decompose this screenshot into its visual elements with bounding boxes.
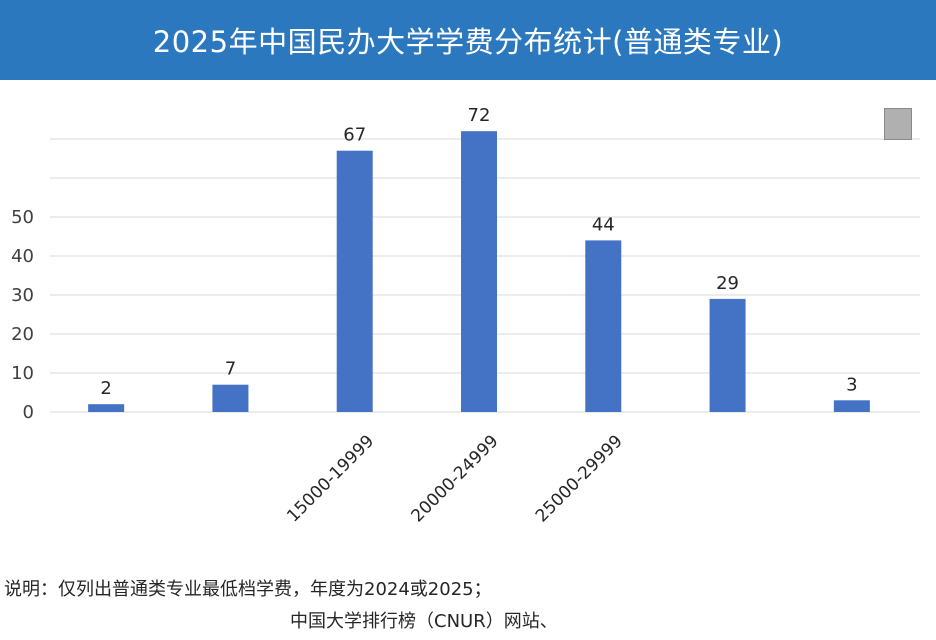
bar [336,150,373,412]
footer-note: 说明：仅列出普通类专业最低档学费，年度为2024或2025； [4,579,492,600]
bar [461,131,497,412]
category-label: 25000-29999 [532,431,627,526]
bar [833,400,870,412]
y-axis-ticks: 0 10 20 30 40 50 [11,207,34,423]
bar [88,404,125,412]
bar [709,298,746,412]
bar [585,240,622,412]
title-bar: 2025年中国民办大学学费分布统计(普通类专业) [0,0,936,80]
data-label: 2 [100,378,111,399]
chart-panel: 0 10 20 30 40 50 2 7 67 72 44 29 3 15000-19999 20000… [0,96,920,564]
grid-thumbnail-icon [884,108,912,140]
y-tick-label: 30 [11,285,34,306]
data-label: 29 [716,273,739,294]
category-label: 20000-24999 [408,431,503,526]
bars [88,131,870,412]
y-tick-label: 50 [11,207,34,228]
data-labels: 2 7 67 72 44 29 3 [100,105,857,399]
data-label: 44 [592,214,615,235]
bar [212,384,249,412]
bar-chart: 0 10 20 30 40 50 2 7 67 72 44 29 3 15000-19999 20000… [11,105,920,526]
y-tick-label: 10 [11,363,34,384]
footer-source: 中国大学排行榜（CNUR）网站、 [290,611,558,632]
category-label: 15000-19999 [283,431,378,526]
y-tick-label: 40 [11,246,34,267]
y-tick-label: 20 [11,324,34,345]
data-label: 67 [343,125,366,146]
data-label: 7 [225,359,236,380]
data-label: 72 [468,105,491,126]
y-tick-label: 0 [23,402,34,423]
category-labels: 15000-19999 20000-24999 25000-29999 [283,431,627,526]
data-label: 3 [846,374,857,395]
page-title: 2025年中国民办大学学费分布统计(普通类专业) [152,25,784,59]
